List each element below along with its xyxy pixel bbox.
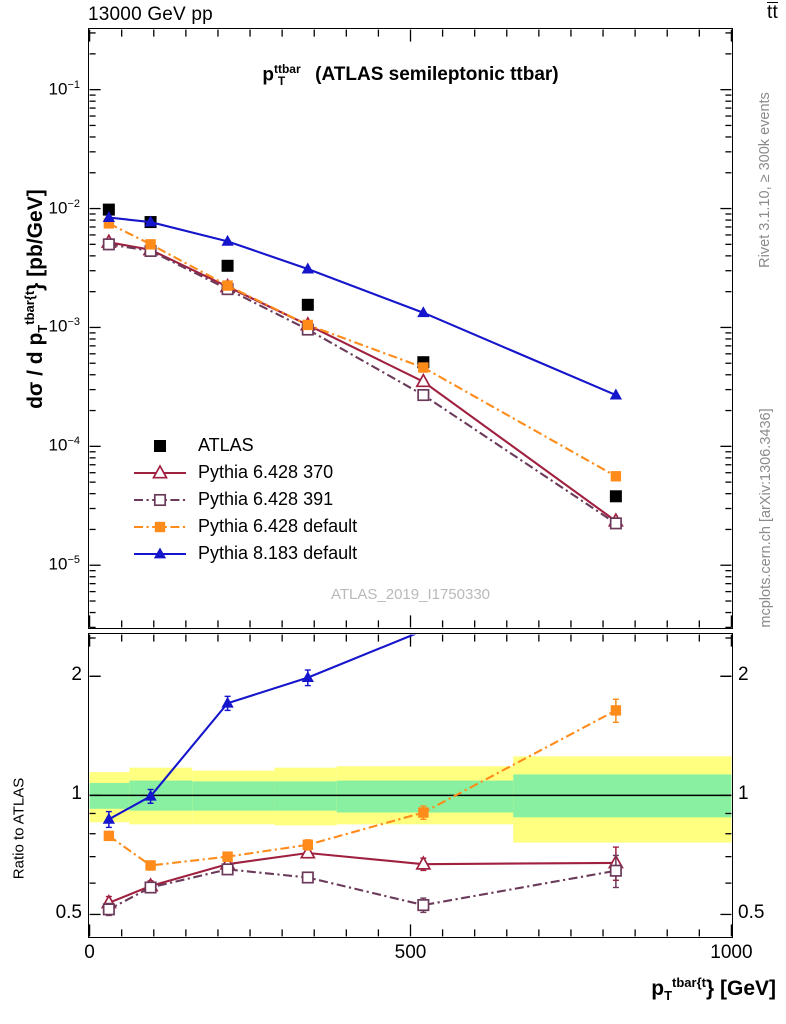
legend-item[interactable]: ATLAS [134,432,357,459]
data-marker [301,262,314,274]
legend-marker-icon [134,489,186,511]
data-marker [152,463,168,479]
plot-title-sup: ttbar [273,62,301,76]
data-marker [102,903,115,916]
data-marker [221,259,234,272]
data-marker [221,234,234,246]
data-marker [609,517,622,530]
data-marker [103,218,115,229]
data-marker [301,298,314,311]
y-tick-label-main: 10−2 [48,197,80,218]
data-marker [417,899,430,912]
rivet-version-label: Rivet 3.1.10, ≥ 300k events [757,92,773,268]
data-marker [301,871,314,884]
main-plot-canvas [88,29,733,629]
plot-title-sub: T [277,74,286,89]
data-marker [145,239,156,250]
legend-marker-icon [134,435,186,457]
data-marker [144,215,157,227]
y-tick-label-ratio: 1 [71,783,82,805]
data-marker [302,839,314,850]
y-tick-label-ratio: 0.5 [738,902,765,924]
data-marker [221,696,234,708]
analysis-watermark: ATLAS_2019_I1750330 [330,586,491,603]
y-tick-label-ratio: 1 [738,783,749,805]
series-line [108,216,617,397]
legend-label: Pythia 6.428 default [198,516,358,536]
legend: ATLAS Pythia 6.428 370 Pythia 6.428 391 Pyt… [134,432,357,567]
data-marker [144,789,157,801]
data-marker [418,362,429,373]
plot-title-rest: (ATLAS semileptonic ttbar) [309,64,559,86]
process-label-text: tt [767,2,778,23]
data-marker [301,671,314,683]
data-marker [415,855,432,870]
series-line [108,634,417,821]
legend-item[interactable]: Pythia 6.428 391 [134,486,357,513]
legend-marker-icon [134,462,186,484]
data-marker [144,881,157,894]
y-tick-label-ratio: 2 [738,664,749,686]
y-tick-label-ratio: 0.5 [55,902,82,924]
series-line [108,709,617,867]
beam-energy-label: 13000 GeV pp [88,4,213,25]
y-tick-label-ratio: 2 [71,664,82,686]
y-tick-label-main: 10−5 [48,554,80,574]
data-marker [222,280,233,291]
y-tick-label-main: 10−3 [48,316,80,337]
series-line [108,222,617,478]
data-marker [302,319,314,331]
data-marker [299,844,316,859]
x-tick-label: 1000 [710,942,753,963]
main-plot-frame [88,28,733,629]
legend-label: ATLAS [198,435,254,455]
legend-label: Pythia 6.428 391 [198,489,334,509]
data-marker [418,807,429,818]
data-marker [102,238,115,251]
data-marker [154,521,166,532]
data-marker [102,812,115,824]
ratio-band-green [336,780,514,813]
y-tick-label-main: 10−1 [48,78,80,99]
series-line [108,243,617,525]
series-line [108,868,617,911]
plot-title: pttbarT (ATLAS semileptonic ttbar) [88,62,733,88]
data-marker [145,860,156,871]
legend-marker-icon [134,516,186,538]
data-marker [103,830,115,842]
data-marker [417,389,430,402]
x-axis-label: pTtbar{t} [GeV] [651,975,776,1004]
legend-marker-icon [134,543,186,565]
ratio-plot-canvas [88,634,733,937]
data-marker [102,211,115,222]
series-line [108,851,616,904]
legend-item[interactable]: Pythia 6.428 370 [134,459,357,486]
legend-label: Pythia 6.428 370 [198,462,334,482]
legend-label: Pythia 8.183 default [198,543,358,563]
data-marker [221,863,234,876]
data-marker [153,493,167,506]
y-tick-label-main: 10−4 [48,435,80,455]
data-marker [102,203,115,216]
plot-title-base: p [262,64,274,86]
data-marker [154,439,166,452]
mcplots-label: mcplots.cern.ch [arXiv:1306.3436] [758,408,774,628]
data-marker [610,471,622,482]
data-marker [222,851,233,862]
data-marker [609,490,622,503]
data-marker [609,864,622,877]
y-axis-label-ratio: Ratio to ATLAS [10,777,28,880]
process-label: tt [767,2,778,24]
series-line [108,241,617,522]
legend-item[interactable]: Pythia 8.183 default [134,540,357,567]
data-marker [153,547,167,558]
legend-item[interactable]: Pythia 6.428 default [134,513,357,540]
x-tick-label: 500 [394,942,427,963]
data-marker [415,372,432,388]
x-tick-label: 0 [84,942,95,963]
data-marker [610,705,622,716]
data-marker [417,306,430,318]
data-marker [609,388,623,400]
